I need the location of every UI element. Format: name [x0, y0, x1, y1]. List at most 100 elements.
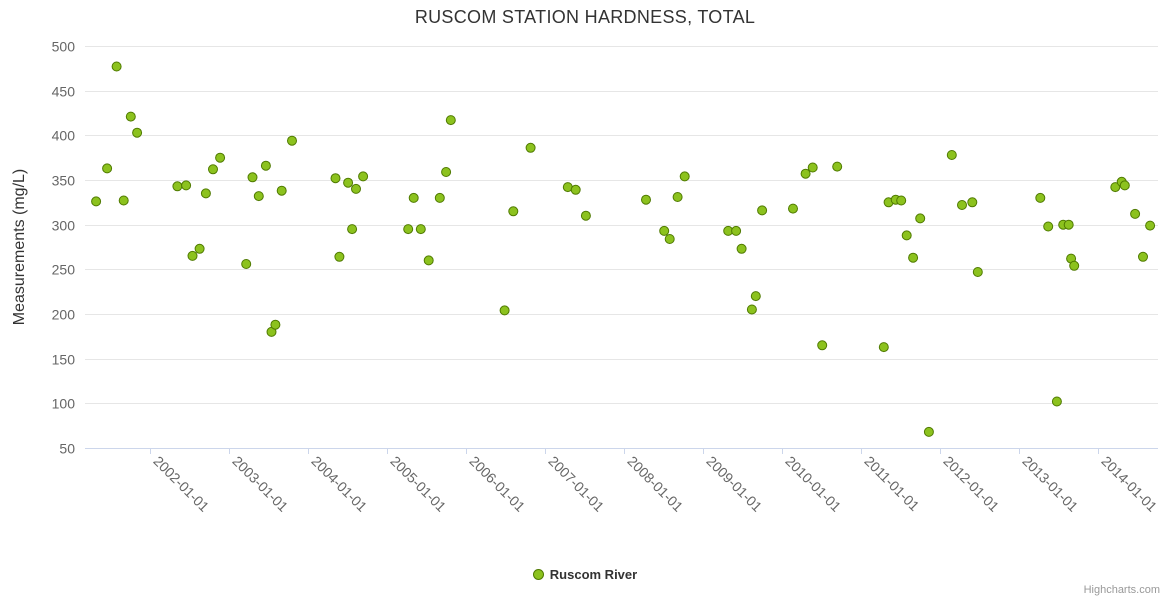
data-point[interactable]: [253, 191, 264, 202]
x-tick-label: 2006-01-01: [466, 453, 528, 515]
data-point[interactable]: [508, 206, 519, 217]
scatter-plot: 50 100 150 200 250 300 350 400 450 500 2002-01-01 2…: [11, 39, 1160, 515]
data-point[interactable]: [1051, 396, 1062, 407]
highcharts-credits[interactable]: Highcharts.com: [1083, 584, 1160, 596]
data-point[interactable]: [972, 267, 983, 277]
data-point[interactable]: [445, 115, 456, 126]
data-point[interactable]: [659, 225, 670, 236]
y-axis-title: Measurements (mg/L): [11, 169, 28, 326]
y-tick-label: 100: [52, 396, 76, 412]
data-point[interactable]: [967, 197, 978, 208]
data-point[interactable]: [1138, 251, 1148, 262]
legend-marker-icon: [532, 569, 544, 580]
data-point[interactable]: [208, 164, 218, 175]
data-point[interactable]: [334, 251, 345, 262]
data-point[interactable]: [817, 340, 828, 351]
data-point[interactable]: [923, 426, 934, 437]
data-point[interactable]: [415, 224, 426, 235]
x-tick-label: 2012-01-01: [940, 453, 1002, 515]
data-point[interactable]: [664, 234, 675, 244]
data-point[interactable]: [194, 243, 205, 254]
grid-layer: [85, 46, 1158, 449]
data-point[interactable]: [132, 127, 143, 138]
x-tick-label: 2013-01-01: [1019, 453, 1081, 515]
data-point[interactable]: [1063, 219, 1074, 230]
data-point[interactable]: [102, 163, 113, 174]
legend-item-ruscom-river[interactable]: Ruscom River: [0, 567, 1170, 582]
data-point[interactable]: [403, 224, 414, 235]
data-point[interactable]: [441, 167, 452, 177]
data-point[interactable]: [434, 192, 445, 203]
data-point[interactable]: [343, 177, 354, 188]
data-point[interactable]: [200, 188, 211, 199]
data-point[interactable]: [807, 162, 818, 173]
data-point[interactable]: [679, 171, 690, 182]
data-point[interactable]: [351, 183, 361, 194]
data-point[interactable]: [172, 181, 183, 192]
data-point[interactable]: [746, 304, 757, 315]
data-point[interactable]: [423, 255, 434, 266]
y-tick-label: 500: [52, 39, 76, 55]
data-point[interactable]: [91, 196, 102, 207]
x-tick-label: 2008-01-01: [624, 453, 686, 515]
y-tick-label: 400: [52, 128, 76, 144]
data-point[interactable]: [957, 200, 967, 210]
data-point[interactable]: [946, 150, 957, 160]
data-point[interactable]: [499, 305, 510, 316]
x-tick-label: 2004-01-01: [308, 453, 370, 515]
x-tick-label: 2010-01-01: [782, 453, 844, 515]
y-tick-label: 300: [52, 218, 76, 234]
data-point[interactable]: [241, 259, 252, 269]
data-point[interactable]: [750, 291, 761, 302]
data-point[interactable]: [788, 203, 798, 214]
data-point[interactable]: [276, 185, 287, 196]
chart-title: RUSCOM STATION HARDNESS, TOTAL: [414, 7, 756, 27]
data-point[interactable]: [731, 225, 742, 236]
x-tick-label: 2009-01-01: [703, 453, 765, 515]
data-point[interactable]: [736, 243, 747, 254]
x-tick-label: 2003-01-01: [229, 453, 291, 515]
data-point[interactable]: [878, 342, 889, 353]
data-point[interactable]: [1130, 208, 1141, 219]
data-point[interactable]: [347, 224, 358, 235]
data-point[interactable]: [896, 195, 907, 206]
y-tick-label: 200: [52, 307, 76, 323]
data-point[interactable]: [408, 192, 419, 203]
data-point[interactable]: [111, 61, 122, 72]
y-tick-label: 450: [52, 84, 76, 100]
data-point[interactable]: [358, 171, 369, 182]
data-point[interactable]: [125, 111, 136, 122]
data-point[interactable]: [800, 168, 811, 179]
data-point[interactable]: [181, 180, 192, 191]
data-point[interactable]: [1035, 192, 1046, 203]
y-tick-label: 350: [52, 173, 76, 189]
data-point[interactable]: [1069, 260, 1080, 271]
data-point[interactable]: [330, 173, 341, 184]
data-point[interactable]: [901, 230, 912, 241]
data-point[interactable]: [1119, 180, 1130, 191]
data-point[interactable]: [118, 195, 129, 206]
data-point[interactable]: [570, 184, 581, 195]
data-point[interactable]: [187, 250, 198, 261]
data-point[interactable]: [247, 172, 258, 183]
data-point[interactable]: [215, 152, 226, 163]
y-tick-label: 150: [52, 352, 76, 368]
data-point[interactable]: [270, 319, 281, 330]
data-point[interactable]: [287, 135, 297, 146]
y-tick-label: 250: [52, 262, 76, 278]
data-points-layer: [91, 61, 1156, 437]
data-point[interactable]: [641, 194, 651, 205]
data-point[interactable]: [1145, 220, 1156, 231]
data-point[interactable]: [525, 142, 536, 153]
data-point[interactable]: [260, 160, 271, 171]
data-point[interactable]: [1110, 182, 1121, 193]
data-point[interactable]: [915, 213, 926, 224]
data-point[interactable]: [1043, 221, 1054, 232]
x-tick-label: 2011-01-01: [861, 453, 922, 514]
data-point[interactable]: [908, 252, 919, 263]
data-point[interactable]: [580, 210, 591, 221]
data-point[interactable]: [832, 161, 843, 172]
data-point[interactable]: [672, 192, 683, 202]
data-point[interactable]: [757, 205, 768, 216]
x-tick-label: 2002-01-01: [150, 453, 212, 515]
